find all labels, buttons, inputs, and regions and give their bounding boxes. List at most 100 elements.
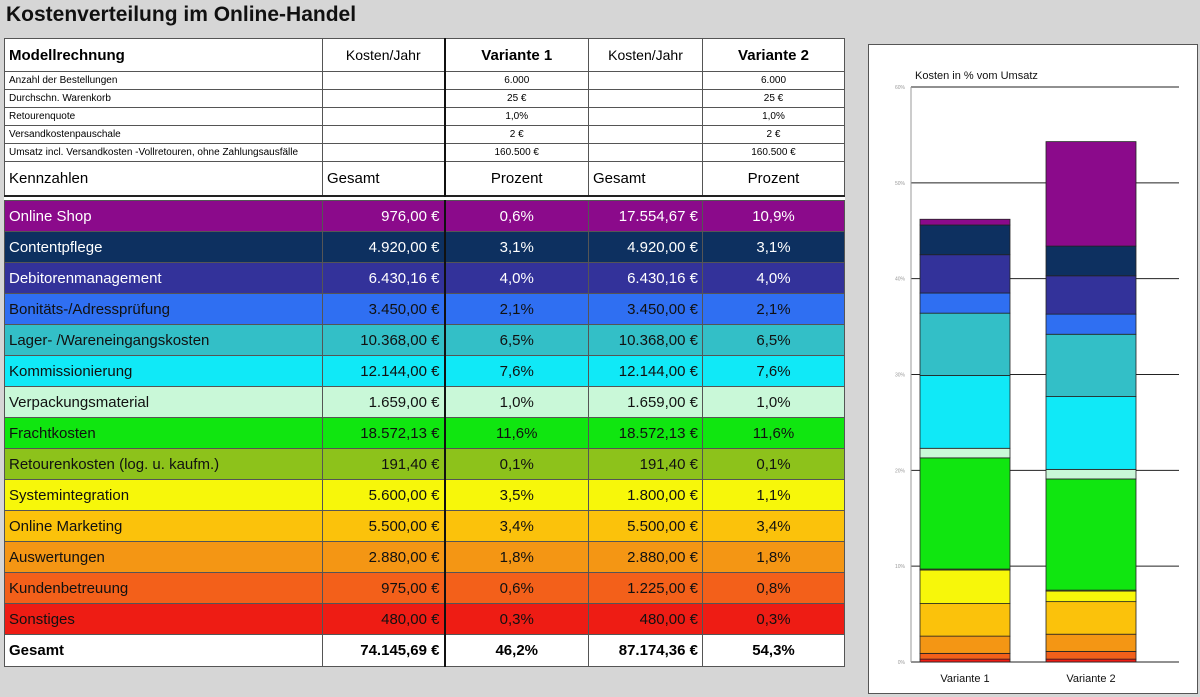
stacked-bar-chart: Kosten in % vom Umsatz 0% 10% 20% 30% 40% 50% 6… [868,44,1198,694]
y-tick-label: 60% [895,85,906,91]
category-name: Retourenkosten (log. u. kaufm.) [4,448,323,480]
table-row: Debitorenmanagement 6.430,16 €4,0% 6.430,1… [4,262,845,294]
category-name: Sonstiges [4,603,323,635]
category-cost-2: 191,40 € [588,448,703,480]
category-pct-1: 0,6% [443,200,589,232]
param-value-2: 1,0% [702,107,845,126]
category-name: Kundenbetreuung [4,572,323,604]
category-pct-2: 3,4% [702,510,845,542]
category-cost-1: 191,40 € [322,448,445,480]
category-pct-1: 3,1% [443,231,589,263]
x-tick-label: Variante 2 [1066,673,1115,685]
param-value-2: 6.000 [702,71,845,90]
param-cost-1 [322,89,445,108]
bar-segment [1045,468,1137,480]
param-value-2: 2 € [702,125,845,144]
param-value-1: 25 € [443,89,589,108]
bar-segment [919,292,1011,314]
y-tick-label: 50% [895,181,906,187]
bar-segment [1045,590,1137,603]
category-cost-2: 6.430,16 € [588,262,703,294]
category-cost-2: 18.572,13 € [588,417,703,449]
category-cost-1: 12.144,00 € [322,355,445,387]
category-cost-2: 1.800,00 € [588,479,703,511]
category-name: Debitorenmanagement [4,262,323,294]
param-value-1: 160.500 € [443,143,589,162]
table-row: Kommissionierung 12.144,00 €7,6% 12.144,00… [4,355,845,387]
param-cost-2 [588,71,703,90]
category-cost-1: 975,00 € [322,572,445,604]
bar-segment [1045,601,1137,635]
header-kosten-jahr-1: Kosten/Jahr [322,38,445,72]
bar-segment [919,658,1011,663]
bar-segment [919,652,1011,660]
y-tick-label: 0% [898,660,906,666]
category-cost-2: 1.659,00 € [588,386,703,418]
bar-segment [919,312,1011,376]
table-row: Auswertungen 2.880,00 €1,8% 2.880,00 €1,8% [4,541,845,573]
bar-segment [919,224,1011,256]
bar-segment [1045,633,1137,652]
param-row: Umsatz incl. Versandkosten -Vollretouren… [4,143,845,162]
total-row: Gesamt 74.145,69 €46,2% 87.174,36 €54,3% [4,634,845,667]
total-cost-1: 74.145,69 € [322,634,445,667]
category-cost-1: 6.430,16 € [322,262,445,294]
table-row: Online Shop 976,00 €0,6% 17.554,67 €10,9% [4,200,845,232]
category-cost-1: 5.500,00 € [322,510,445,542]
category-name: Auswertungen [4,541,323,573]
category-pct-2: 0,1% [702,448,845,480]
param-value-2: 25 € [702,89,845,108]
bar-segment [1045,275,1137,315]
category-cost-2: 2.880,00 € [588,541,703,573]
param-cost-2 [588,143,703,162]
category-cost-1: 10.368,00 € [322,324,445,356]
category-cost-1: 5.600,00 € [322,479,445,511]
category-cost-2: 5.500,00 € [588,510,703,542]
param-row: Versandkostenpauschale 2 € 2 € [4,125,845,144]
category-cost-1: 2.880,00 € [322,541,445,573]
table-header-row: Modellrechnung Kosten/Jahr Variante 1 Ko… [4,38,845,72]
category-cost-2: 480,00 € [588,603,703,635]
gesamt-label-2: Gesamt [588,161,703,197]
param-row: Retourenquote 1,0% 1,0% [4,107,845,126]
table-row: Frachtkosten 18.572,13 €11,6% 18.572,13 €1… [4,417,845,449]
category-pct-2: 6,5% [702,324,845,356]
category-pct-2: 2,1% [702,293,845,325]
bar-segment [1045,651,1137,660]
table-row: Kundenbetreuung 975,00 €0,6% 1.225,00 €0,8… [4,572,845,604]
table-row: Bonitäts-/Adressprüfung 3.450,00 €2,1% 3.4… [4,293,845,325]
bar-segment [919,603,1011,637]
header-variante-1: Variante 1 [443,38,589,72]
category-name: Verpackungsmaterial [4,386,323,418]
param-cost-2 [588,107,703,126]
cost-table: Modellrechnung Kosten/Jahr Variante 1 Ko… [4,38,845,667]
param-value-1: 1,0% [443,107,589,126]
bar-segment [919,254,1011,294]
category-pct-1: 11,6% [443,417,589,449]
x-tick-label: Variante 1 [940,673,989,685]
category-pct-1: 7,6% [443,355,589,387]
bar-segment [1045,478,1137,591]
table-row: Verpackungsmaterial 1.659,00 €1,0% 1.659,0… [4,386,845,418]
category-pct-2: 1,0% [702,386,845,418]
param-cost-1 [322,71,445,90]
category-cost-2: 3.450,00 € [588,293,703,325]
gesamt-label-1: Gesamt [322,161,445,197]
category-pct-2: 0,8% [702,572,845,604]
table-row: Retourenkosten (log. u. kaufm.) 191,40 €0… [4,448,845,480]
param-value-1: 2 € [443,125,589,144]
page-title: Kostenverteilung im Online-Handel [6,3,357,26]
bar-segment [919,635,1011,654]
category-name: Lager- /Wareneingangskosten [4,324,323,356]
bar-segment [919,218,1011,226]
separator-cell [4,195,845,201]
category-pct-1: 0,3% [443,603,589,635]
table-row: Systemintegration 5.600,00 €3,5% 1.800,00 … [4,479,845,511]
category-cost-1: 18.572,13 € [322,417,445,449]
category-name: Systemintegration [4,479,323,511]
table-row: Online Marketing 5.500,00 €3,4% 5.500,00 €… [4,510,845,542]
category-cost-2: 12.144,00 € [588,355,703,387]
y-tick-label: 40% [895,277,906,283]
param-cost-1 [322,107,445,126]
total-pct-1: 46,2% [443,634,589,667]
